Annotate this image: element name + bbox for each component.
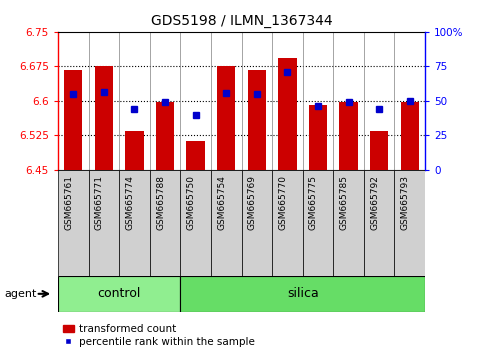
Text: GSM665770: GSM665770	[278, 175, 287, 230]
Bar	[156, 102, 174, 170]
Bar	[125, 131, 143, 170]
Text: GDS5198 / ILMN_1367344: GDS5198 / ILMN_1367344	[151, 14, 332, 28]
Text: GSM665750: GSM665750	[186, 175, 196, 230]
Bar	[333, 170, 364, 276]
Bar	[186, 141, 205, 170]
Text: GSM665771: GSM665771	[95, 175, 104, 230]
Text: GSM665769: GSM665769	[248, 175, 257, 230]
Bar	[211, 170, 242, 276]
Text: GSM665792: GSM665792	[370, 175, 379, 230]
Bar	[150, 170, 180, 276]
Text: GSM665774: GSM665774	[126, 175, 134, 230]
Bar	[58, 170, 88, 276]
Bar	[272, 170, 303, 276]
Bar	[180, 276, 425, 312]
Text: GSM665785: GSM665785	[340, 175, 349, 230]
Bar	[119, 170, 150, 276]
Text: GSM665761: GSM665761	[64, 175, 73, 230]
Bar	[309, 105, 327, 170]
Bar	[248, 70, 266, 170]
Text: GSM665754: GSM665754	[217, 175, 226, 230]
Bar	[395, 170, 425, 276]
Bar	[400, 102, 419, 170]
Bar	[303, 170, 333, 276]
Bar	[370, 131, 388, 170]
Bar	[242, 170, 272, 276]
Text: GSM665788: GSM665788	[156, 175, 165, 230]
Bar	[95, 67, 113, 170]
Bar	[64, 70, 83, 170]
Text: agent: agent	[5, 289, 37, 299]
Bar	[364, 170, 395, 276]
Text: control: control	[98, 287, 141, 300]
Bar	[340, 102, 358, 170]
Text: GSM665775: GSM665775	[309, 175, 318, 230]
Text: silica: silica	[287, 287, 319, 300]
Bar	[88, 170, 119, 276]
Bar	[58, 276, 180, 312]
Bar	[217, 67, 235, 170]
Bar	[180, 170, 211, 276]
Bar	[278, 58, 297, 170]
Text: GSM665793: GSM665793	[401, 175, 410, 230]
Legend: transformed count, percentile rank within the sample: transformed count, percentile rank withi…	[63, 324, 255, 347]
